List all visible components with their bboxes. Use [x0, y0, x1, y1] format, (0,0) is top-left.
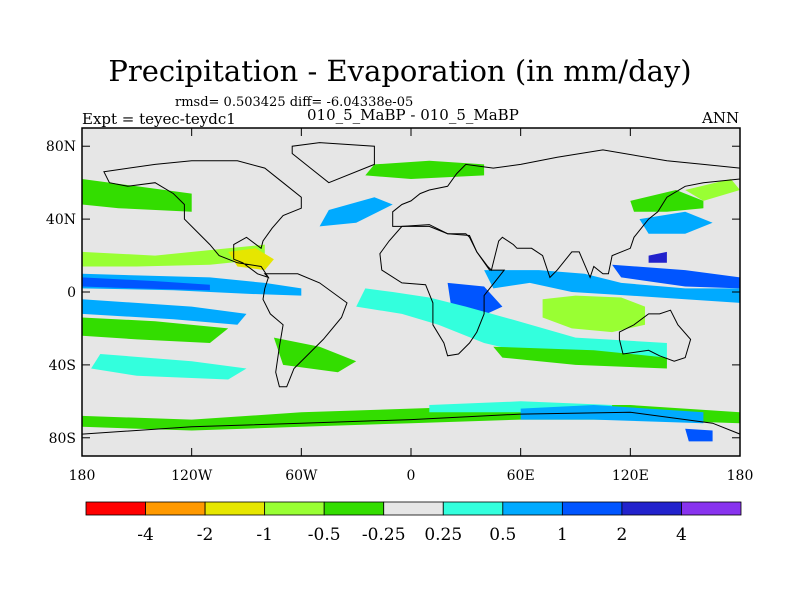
field-region-15: [365, 160, 485, 179]
coastline-3: [392, 149, 740, 279]
colorbar-label-1: -2: [197, 525, 214, 545]
colorbar: -4 -2 -1 -0.5 -0.25 0.25 0.5 1 2 4: [85, 501, 742, 545]
colorbar-label-4: -0.25: [362, 525, 406, 545]
x-tick-label-1: 120W: [171, 468, 213, 484]
colorbar-box-0: [85, 501, 146, 516]
field-region-21: [685, 428, 713, 442]
colorbar-box-8: [561, 501, 623, 516]
field-region-1: [542, 295, 645, 333]
field-region-23: [630, 190, 704, 212]
field-region-17: [91, 354, 247, 380]
colorbar-label-7: 1: [557, 525, 568, 545]
stats-line: rmsd= 0.503425 diff= -6.04338e-05: [175, 95, 414, 110]
field-region-5: [356, 288, 667, 365]
colorbar-box-4: [323, 501, 385, 516]
field-region-13: [82, 179, 192, 212]
season-label: ANN: [702, 109, 740, 127]
field-region-10: [228, 248, 274, 271]
field-region-11: [82, 299, 247, 325]
x-tick-label-0: 180: [69, 468, 96, 484]
x-tick-label-2: 60W: [285, 468, 318, 484]
colorbar-box-10: [681, 501, 742, 516]
field-region-24: [648, 251, 667, 263]
y-tick-label-3: 40S: [49, 358, 76, 374]
coastline-4: [379, 224, 506, 357]
y-tick-label-4: 80S: [49, 431, 76, 447]
field-region-3: [612, 264, 740, 289]
x-tick-label-3: 0: [407, 468, 416, 484]
x-tick-label-6: 180: [727, 468, 754, 484]
field-region-14: [319, 197, 393, 227]
field-region-20: [520, 405, 704, 424]
field-region-9: [82, 244, 265, 267]
y-axis: 80N 40N 0 40S 80S: [46, 139, 740, 447]
colorbar-box-1: [145, 501, 206, 516]
field-region-25: [685, 179, 740, 201]
colorbar-label-6: 0.5: [489, 525, 516, 545]
coastline-6: [82, 411, 740, 456]
colorbar-box-2: [204, 501, 266, 516]
colorbar-label-5: 0.25: [424, 525, 462, 545]
y-tick-label-0: 80N: [46, 139, 76, 155]
coastline-2: [291, 142, 375, 184]
colorbar-box-5: [383, 501, 444, 516]
colorbar-box-3: [264, 501, 325, 516]
field-region-8: [82, 277, 210, 291]
field-region-12: [82, 317, 229, 343]
colorbar-box-9: [621, 501, 682, 516]
coastline-1: [262, 273, 348, 388]
coastline-0: [103, 160, 302, 279]
colorbar-box-7: [502, 501, 563, 516]
chart-title: Precipitation - Evaporation (in mm/day): [108, 54, 692, 88]
x-axis: 180 120W 60W 0 60E 120E 180: [69, 128, 754, 484]
field-regions: [82, 160, 740, 442]
colorbar-label-9: 4: [676, 525, 687, 545]
colorbar-label-8: 2: [616, 525, 627, 545]
colorbar-label-2: -1: [256, 525, 273, 545]
colorbar-label-3: -0.5: [308, 525, 341, 545]
y-tick-label-1: 40N: [46, 212, 76, 228]
field-region-6: [493, 346, 667, 369]
case-label: 010_5_MaBP - 010_5_MaBP: [307, 106, 519, 124]
field-region-16: [273, 337, 357, 373]
x-tick-label-4: 60E: [507, 468, 535, 484]
colorbar-label-0: -4: [137, 525, 154, 545]
coastlines: [82, 142, 740, 456]
field-region-2: [484, 270, 740, 303]
x-tick-label-5: 120E: [612, 468, 649, 484]
field-region-22: [639, 211, 713, 234]
coastline-5: [618, 309, 692, 362]
colorbar-box-6: [442, 501, 504, 516]
y-tick-label-2: 0: [67, 285, 76, 301]
experiment-label: Expt = teyec-teydc1: [82, 110, 236, 128]
